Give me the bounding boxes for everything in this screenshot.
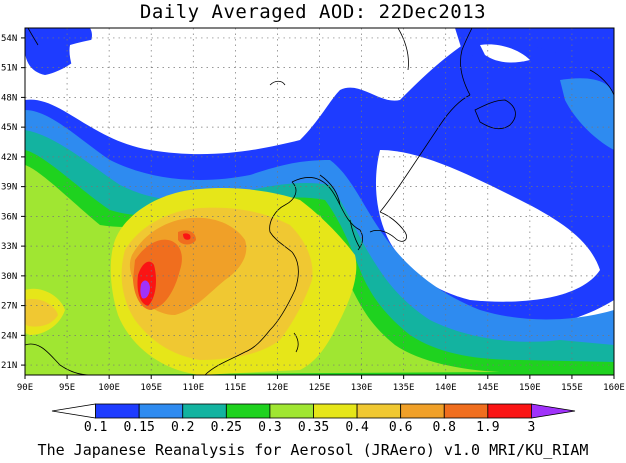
lon-tick-label: 115E [225,383,247,393]
colorbar-segment [182,403,227,419]
lon-tick-label: 160E [603,383,625,393]
map-axes: 90E 95E 100E 105E 110E 115E 120E 125E 130E 135E 14… [1,34,625,393]
lat-tick-label: 30N [1,272,17,282]
lon-tick-label: 140E [435,383,457,393]
lat-tick-label: 42N [1,153,17,163]
lon-tick-label: 155E [561,383,583,393]
colorbar-segment [269,403,314,419]
lat-tick-label: 27N [1,302,17,312]
colorbar-segment [51,403,96,419]
colorbar-segment [138,403,184,419]
lon-tick-label: 150E [519,383,541,393]
colorbar-label: 0.2 [171,420,194,435]
lat-tick-label: 36N [1,212,17,222]
colorbar-label: 3 [528,420,536,435]
colorbar-label: 0.6 [389,420,412,435]
aod-map: 90E 95E 100E 105E 110E 115E 120E 125E 130E 135E 14… [1,27,625,435]
lon-tick-label: 125E [309,383,331,393]
coastlines [25,28,614,375]
colorbar-segment [531,403,576,419]
lon-tick-label: 135E [393,383,415,393]
colorbar-segment [225,403,271,419]
colorbar-segment [400,403,445,419]
colorbar-segment [313,403,358,419]
colorbar-label: 0.8 [433,420,456,435]
lon-tick-label: 145E [477,383,499,393]
lon-tick-label: 110E [182,383,204,393]
colorbar-segment [356,403,402,419]
colorbar-label: 0.3 [258,420,281,435]
lat-lon-grid [25,28,614,375]
lon-tick-label: 95E [59,383,75,393]
colorbar-segment [443,403,489,419]
aod-colorbar: 0.1 0.15 0.2 0.25 0.3 0.35 0.4 0.6 0.8 1.9 3 [51,403,576,435]
lat-tick-label: 21N [1,361,17,371]
lon-tick-label: 90E [17,383,33,393]
aod-field [25,28,614,375]
lat-tick-label: 51N [1,64,17,74]
lat-tick-label: 48N [1,93,17,103]
colorbar-label: 0.35 [298,420,329,435]
lat-tick-label: 54N [1,34,17,44]
footer-credit: The Japanese Reanalysis for Aerosol (JRA… [37,441,589,459]
lon-tick-label: 100E [98,383,120,393]
colorbar-segment [95,403,140,419]
colorbar-label: 0.15 [124,420,155,435]
map-title: Daily Averaged AOD: 22Dec2013 [139,1,487,23]
colorbar-segment [487,403,532,419]
lat-tick-label: 39N [1,183,17,193]
lon-tick-label: 105E [140,383,162,393]
lat-tick-label: 24N [1,331,17,341]
lon-tick-label: 130E [351,383,373,393]
colorbar-label: 0.25 [211,420,242,435]
lat-tick-label: 33N [1,242,17,252]
colorbar-label: 0.4 [345,420,369,435]
lon-tick-label: 120E [267,383,289,393]
colorbar-label: 0.1 [84,420,107,435]
lat-tick-label: 45N [1,123,17,133]
colorbar-label: 1.9 [476,420,499,435]
